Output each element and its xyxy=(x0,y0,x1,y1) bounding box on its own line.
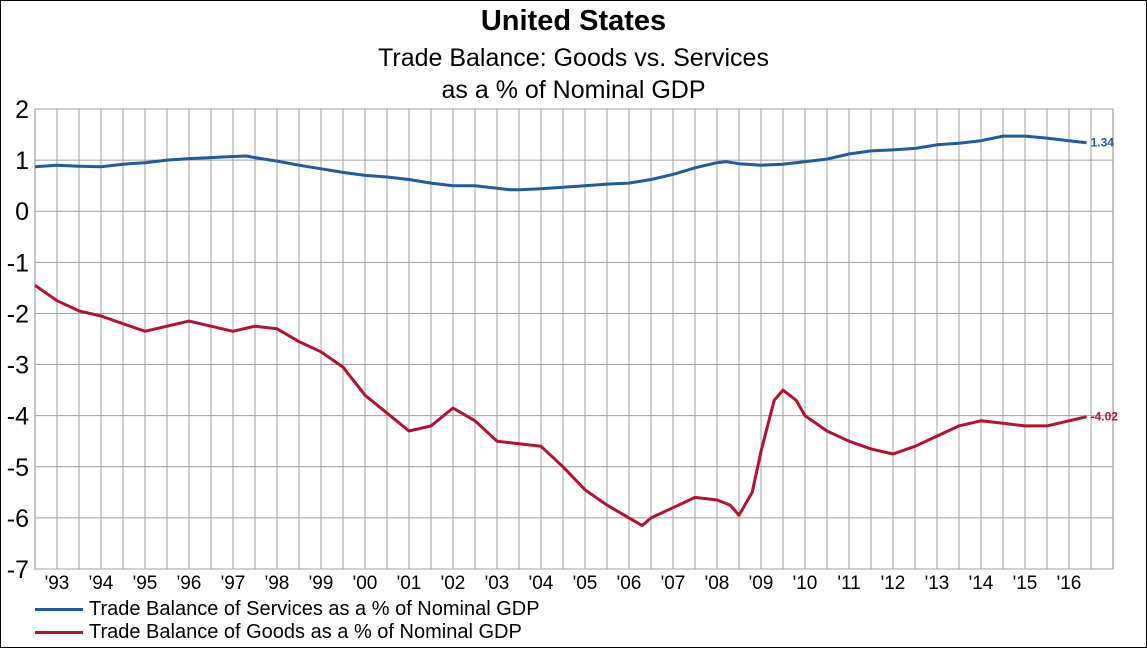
legend-item-services: Trade Balance of Services as a % of Nomi… xyxy=(35,598,540,620)
y-tick-label: 1 xyxy=(15,147,29,175)
series-line-services xyxy=(34,134,1087,192)
x-tick-label: '04 xyxy=(529,573,554,594)
y-tick-label: -3 xyxy=(7,352,29,380)
plot-area-border xyxy=(34,108,1114,570)
y-tick-label: 2 xyxy=(15,96,29,124)
x-tick-label: '01 xyxy=(397,573,422,594)
x-tick-label: '96 xyxy=(177,573,202,594)
chart-title: United States xyxy=(480,5,667,37)
y-tick-label: 0 xyxy=(15,198,29,226)
y-tick-label: -7 xyxy=(7,556,29,584)
chart-subtitle-line2: as a % of Nominal GDP xyxy=(441,76,706,104)
x-tick-label: '06 xyxy=(617,573,642,594)
legend-swatch-goods xyxy=(35,630,83,634)
series-line-goods xyxy=(34,284,1087,528)
x-tick-label: '07 xyxy=(661,573,686,594)
y-tick-label: -6 xyxy=(7,505,29,533)
x-tick-label: '95 xyxy=(133,573,158,594)
x-tick-label: '12 xyxy=(881,573,906,594)
x-tick-label: '02 xyxy=(441,573,466,594)
legend-label-goods: Trade Balance of Goods as a % of Nominal… xyxy=(89,620,522,643)
x-tick-label: '08 xyxy=(705,573,730,594)
x-tick-label: '13 xyxy=(925,573,950,594)
series-end-label: -4.02 xyxy=(1091,410,1119,424)
x-tick-label: '99 xyxy=(309,573,334,594)
x-tick-label: '16 xyxy=(1057,573,1082,594)
x-tick-label: '14 xyxy=(969,573,994,594)
legend-label-services: Trade Balance of Services as a % of Nomi… xyxy=(89,597,540,620)
x-tick-label: '05 xyxy=(573,573,598,594)
x-tick-label: '94 xyxy=(89,573,114,594)
x-tick-label: '93 xyxy=(45,573,70,594)
x-tick-label: '97 xyxy=(221,573,246,594)
y-tick-label: -1 xyxy=(7,249,29,277)
series-end-label: 1.34 xyxy=(1091,136,1115,150)
x-tick-label: '09 xyxy=(749,573,774,594)
x-tick-label: '10 xyxy=(793,573,818,594)
y-tick-label: -2 xyxy=(7,300,29,328)
y-tick-label: -4 xyxy=(7,403,29,431)
y-tick-label: -5 xyxy=(7,454,29,482)
x-tick-label: '00 xyxy=(353,573,378,594)
x-tick-label: '98 xyxy=(265,573,290,594)
x-tick-label: '11 xyxy=(837,573,860,594)
x-tick-label: '03 xyxy=(485,573,510,594)
x-tick-label: '15 xyxy=(1013,573,1038,594)
chart-subtitle-line1: Trade Balance: Goods vs. Services xyxy=(378,44,769,72)
legend-swatch-services xyxy=(35,607,83,611)
legend-item-goods: Trade Balance of Goods as a % of Nominal… xyxy=(35,621,522,643)
